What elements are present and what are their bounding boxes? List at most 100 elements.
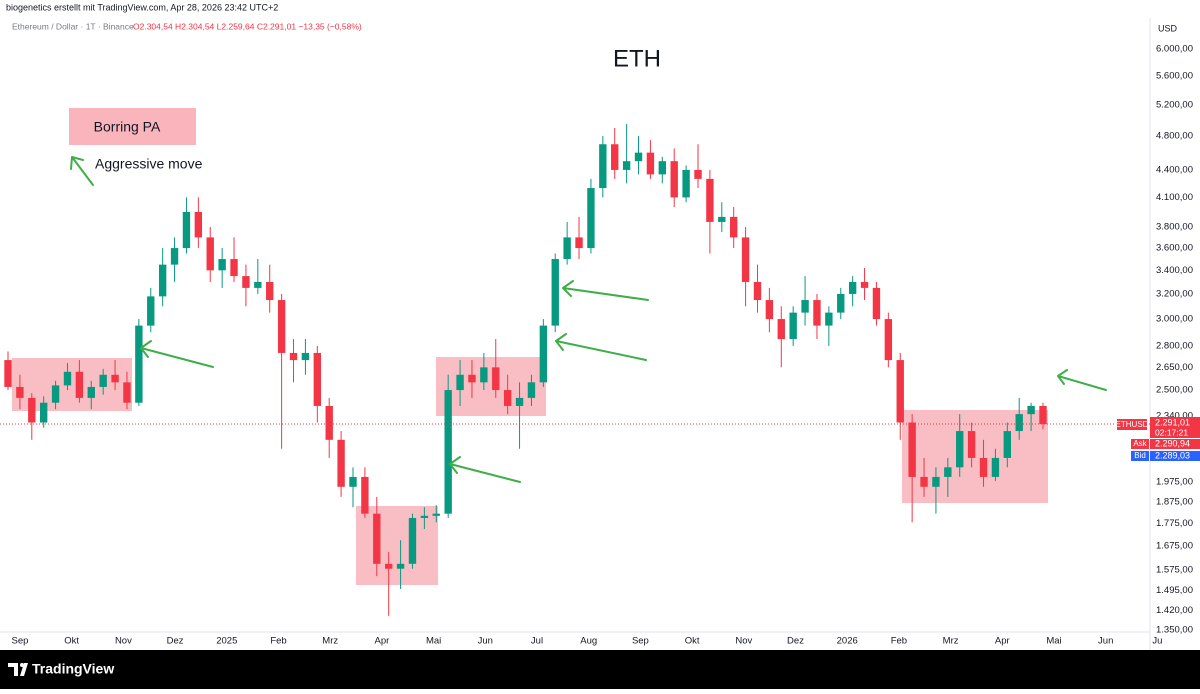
legend-arrow-label: Aggressive move	[95, 156, 203, 172]
candle-body	[289, 352, 298, 361]
candle-body	[230, 259, 238, 277]
candle-body	[801, 300, 809, 313]
candle-body	[813, 300, 821, 326]
candle-body	[920, 476, 928, 487]
y-tick-label: 4.800,00	[1156, 131, 1193, 142]
y-tick-label: 1.975,00	[1156, 476, 1193, 487]
candle-body	[254, 281, 262, 288]
range-zone	[436, 357, 546, 416]
candle-body	[575, 237, 583, 249]
candle-body	[765, 300, 774, 320]
x-tick-label: Sep	[632, 636, 649, 647]
arrow	[555, 333, 647, 361]
candle-body	[706, 178, 714, 222]
y-tick-label: 1.495,00	[1156, 585, 1193, 596]
candle-body	[206, 237, 214, 271]
arrow	[449, 456, 521, 483]
candle-body	[325, 405, 333, 440]
chart-title: ETH	[613, 45, 661, 72]
candle-body	[194, 211, 203, 238]
ask-price: 2.290,94	[1155, 438, 1190, 448]
candles	[0, 124, 1150, 616]
candle-body	[634, 152, 643, 162]
legend-box	[69, 108, 196, 145]
candle-body	[63, 371, 72, 386]
time-axis: Sep Okt Nov Dez 2025 Feb Mrz Apr Mai Jun Jul Aug Sep…	[12, 636, 1163, 647]
candle-body	[4, 360, 12, 387]
arrow	[1057, 369, 1107, 391]
x-tick-label: Apr	[375, 636, 390, 647]
candle-body	[563, 237, 571, 260]
candle-body	[301, 352, 310, 361]
y-tick-label: 2.340,00	[1156, 410, 1193, 421]
countdown: 02:17:21	[1155, 427, 1188, 437]
candle-body	[396, 563, 405, 569]
candle-body	[349, 476, 357, 487]
candle-body	[967, 431, 976, 458]
candle-body	[896, 360, 904, 423]
x-tick-label: Mrz	[322, 636, 338, 647]
candle-body	[1003, 431, 1011, 458]
candle-body	[361, 476, 369, 514]
candle-body	[658, 161, 666, 175]
ohlc-quote: O2.304,54 H2.304,54 L2.259,64 C2.291,01 …	[133, 21, 362, 31]
bid-label: Bid	[1134, 451, 1146, 460]
candle-body	[16, 386, 24, 398]
candle-body	[480, 367, 488, 383]
x-tick-label: Dez	[167, 636, 184, 647]
y-tick-label: 1.875,00	[1156, 497, 1193, 508]
candle-body	[777, 319, 785, 340]
x-tick-label: Feb	[270, 636, 286, 647]
candle-body	[242, 276, 250, 288]
bid-tag	[1131, 451, 1149, 461]
x-tick-label: Feb	[891, 636, 907, 647]
candle-body	[991, 457, 1000, 477]
candle-body	[551, 259, 559, 326]
candle-body	[694, 169, 702, 179]
candle-body	[1027, 405, 1035, 415]
candle-body	[515, 397, 524, 406]
candle-body	[848, 281, 857, 294]
candle-body	[218, 259, 226, 271]
candle-body	[75, 371, 84, 398]
candle-body	[468, 374, 476, 383]
candle-body	[884, 319, 893, 361]
candle-body	[1039, 405, 1047, 425]
candle-body	[373, 513, 381, 564]
y-tick-label: 4.400,00	[1156, 164, 1193, 175]
brand-name: TradingView	[32, 661, 114, 677]
candle-body	[539, 325, 548, 383]
last-price: 2.291,01	[1155, 417, 1190, 427]
candle-body	[492, 367, 500, 391]
candle-body	[622, 161, 631, 170]
arrow	[140, 340, 214, 368]
y-tick-label: 3.800,00	[1156, 222, 1193, 233]
legend-box-label: Borring PA	[94, 119, 161, 135]
x-tick-label: Jun	[1098, 636, 1113, 647]
y-tick-label: 5.600,00	[1156, 71, 1193, 82]
candle-body	[432, 513, 440, 516]
x-tick-label: Mrz	[943, 636, 959, 647]
candle-body	[956, 431, 964, 468]
candle-body	[908, 422, 916, 477]
candle-body	[337, 439, 345, 487]
candle-body	[944, 467, 952, 477]
arrow	[562, 280, 649, 301]
x-tick-label: Dez	[787, 636, 804, 647]
y-tick-label: 3.200,00	[1156, 288, 1193, 299]
y-tick-label: 5.200,00	[1156, 99, 1193, 110]
x-tick-label: 2025	[216, 636, 237, 647]
candle-body	[587, 188, 595, 249]
candle-body	[147, 296, 155, 326]
candle-body	[28, 397, 36, 423]
ask-tag	[1131, 439, 1149, 449]
candle-body	[51, 385, 60, 403]
x-tick-label: Nov	[115, 636, 132, 647]
last-price-tag	[1150, 417, 1200, 438]
candle-body	[646, 152, 655, 175]
x-tick-label: Jun	[478, 636, 493, 647]
candle-body	[503, 390, 512, 406]
candle-body	[825, 312, 833, 326]
candle-body	[860, 281, 869, 288]
